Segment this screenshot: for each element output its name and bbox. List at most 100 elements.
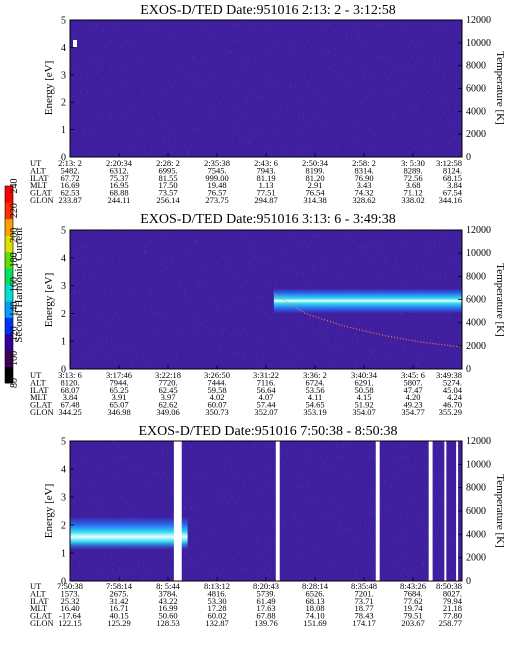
table-cell: 3:31:22	[253, 370, 279, 380]
colorbar-cell	[5, 235, 13, 253]
table-cell: 72.56	[403, 173, 422, 183]
table-cell: 17.28	[207, 603, 226, 613]
y-tick-label: 3	[61, 70, 66, 81]
y2-tick-label: 0	[466, 576, 471, 587]
colorbar-ticks: 80 100 120 140 160 180 200 220 240	[9, 179, 20, 389]
panel-2-y2-ticks: 0 2000 4000 6000 8000 10000 12000	[458, 225, 491, 375]
table-cell: 62.53	[60, 188, 79, 198]
y2-tick-label: 6000	[466, 506, 486, 517]
table-cell: 7444.	[207, 377, 226, 387]
y-tick-label: 1	[61, 549, 66, 560]
table-row-label: UT	[30, 370, 42, 380]
table-cell: 1573.	[60, 588, 79, 598]
table-row-label: GLON	[30, 407, 54, 417]
table-row-label: GLAT	[30, 400, 53, 410]
table-cell: 67.72	[60, 173, 79, 183]
y-tick-label: 4	[61, 253, 66, 264]
panel-3-title: EXOS-D/TED Date:951016 7:50:38 - 8:50:38	[139, 424, 398, 439]
table-cell: 999.00	[205, 173, 228, 183]
table-cell: 151.69	[303, 618, 326, 628]
table-cell: 132.87	[205, 618, 228, 628]
table-cell: 73.57	[158, 188, 177, 198]
table-cell: 78.43	[354, 611, 373, 621]
table-cell: 8:20:43	[253, 581, 279, 591]
table-row-label: ILAT	[30, 385, 49, 395]
data-gap	[375, 441, 380, 581]
table-cell: 256.14	[156, 195, 180, 205]
table-cell: 68.88	[109, 188, 128, 198]
y-tick-label: 2	[61, 98, 66, 109]
table-cell: 18.08	[305, 603, 324, 613]
panel-1-orbit-table: UT 2:13: 2 2:20:34 2:28: 2 2:35:38 2:43: 6 2:5…	[30, 158, 463, 205]
table-cell: 8:35:48	[351, 581, 377, 591]
table-cell: 352.07	[254, 407, 277, 417]
table-cell: 16.40	[60, 603, 79, 613]
table-cell: 5739.	[256, 588, 275, 598]
y-tick-label: 1	[61, 337, 66, 348]
table-cell: 1.13	[259, 180, 274, 190]
table-cell: 2:43: 6	[254, 158, 278, 168]
table-cell: 7116.	[257, 377, 276, 387]
colorbar-tick-label: 80	[9, 378, 20, 388]
colorbar-cell	[5, 317, 13, 335]
table-cell: 50.58	[354, 385, 373, 395]
table-cell: 73.71	[354, 596, 373, 606]
table-cell: 4.15	[357, 392, 372, 402]
panel-3-orbit-table: UT 7:50:38 7:58:14 8: 5:44 8:13:12 8:20:43 8:2…	[30, 581, 463, 628]
panel-1-y-axis-label: Energy [eV]	[43, 61, 55, 115]
panel-2-y2-axis-label: Temperature [K]	[494, 263, 505, 336]
panel-1: EXOS-D/TED Date:951016 2:13: 2 - 3:12:58…	[30, 3, 505, 205]
table-cell: 7684.	[403, 588, 422, 598]
y-tick-label: 5	[61, 16, 66, 27]
colorbar-tick-label: 120	[9, 326, 20, 341]
table-cell: 62.62	[158, 400, 177, 410]
table-row-label: ALT	[30, 588, 47, 598]
table-cell: 79.51	[403, 611, 422, 621]
colorbar-cell	[5, 251, 13, 269]
data-gap	[444, 441, 447, 581]
y2-tick-label: 8000	[466, 61, 486, 72]
energy-band	[70, 516, 188, 551]
table-cell: 344.16	[439, 195, 462, 205]
table-cell: 49.23	[403, 400, 422, 410]
data-gap	[456, 441, 459, 581]
energy-band	[273, 288, 462, 314]
y-tick-label: 1	[61, 125, 66, 136]
table-cell: 60.02	[207, 611, 226, 621]
table-cell: 8:43:26	[400, 581, 426, 591]
panel-3-y-ticks: 0 1 2 3 4 5	[61, 437, 463, 588]
table-cell: 344.25	[58, 407, 81, 417]
table-cell: 50.60	[158, 611, 177, 621]
y2-tick-label: 2000	[466, 341, 486, 352]
table-cell: 53.30	[207, 596, 226, 606]
temperature-trace	[273, 293, 463, 348]
table-cell: 314.38	[303, 195, 326, 205]
table-cell: 71.12	[403, 188, 422, 198]
table-cell: 45.04	[443, 385, 463, 395]
table-cell: 17.50	[158, 180, 177, 190]
table-cell: 294.87	[254, 195, 277, 205]
table-row-label: UT	[30, 581, 42, 591]
table-cell: 6724.	[305, 377, 324, 387]
table-cell: 3:49:38	[436, 370, 462, 380]
table-cell: 61.49	[256, 596, 275, 606]
colorbar-cell	[5, 186, 13, 203]
table-cell: 16.99	[158, 603, 177, 613]
y-tick-label: 0	[61, 365, 66, 376]
panel-2-title: EXOS-D/TED Date:951016 3:13: 6 - 3:49:38	[140, 212, 395, 227]
table-cell: 7944.	[109, 377, 128, 387]
table-cell: 68.15	[443, 173, 462, 183]
table-cell: 77.62	[403, 596, 422, 606]
y2-tick-label: 8000	[466, 271, 486, 282]
panel-3-y-axis-label: Energy [eV]	[43, 484, 55, 538]
colorbar-scale	[4, 185, 14, 384]
table-cell: 3.97	[161, 392, 176, 402]
colorbar-tick-label: 140	[9, 302, 20, 317]
table-cell: 53.56	[305, 385, 324, 395]
table-cell: 46.70	[443, 400, 462, 410]
table-cell: 17.63	[256, 603, 275, 613]
table-cell: 51.92	[354, 400, 373, 410]
table-cell: 19.74	[403, 603, 423, 613]
table-cell: 2:35:38	[204, 158, 230, 168]
table-row-label: GLON	[30, 618, 54, 628]
